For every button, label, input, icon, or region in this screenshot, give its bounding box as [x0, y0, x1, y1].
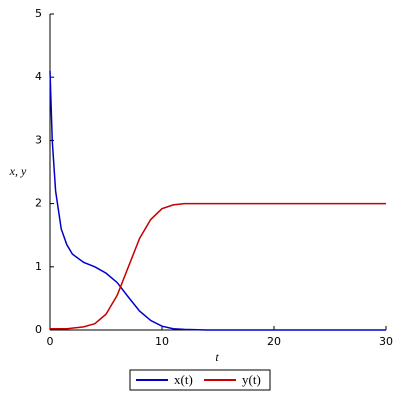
y-tick-label: 4	[35, 70, 42, 83]
legend-label: y(t)	[242, 372, 261, 387]
line-series	[49, 70, 386, 331]
legend-box	[129, 369, 271, 391]
x-tick-label: 10	[155, 335, 169, 348]
line-series	[50, 202, 386, 330]
y-tick-label: 2	[35, 197, 42, 210]
x-tick-label: 0	[47, 335, 54, 348]
y-tick-label: 1	[35, 260, 42, 273]
x-tick-label: 30	[379, 335, 393, 348]
legend-label: x(t)	[174, 372, 193, 387]
x-axis-label: t	[215, 350, 219, 364]
y-tick-label: 5	[35, 7, 42, 20]
y-tick-label: 3	[35, 133, 42, 146]
x-tick-label: 20	[267, 335, 281, 348]
y-axis-label: x, y	[9, 164, 27, 178]
y-tick-label: 0	[35, 323, 42, 336]
